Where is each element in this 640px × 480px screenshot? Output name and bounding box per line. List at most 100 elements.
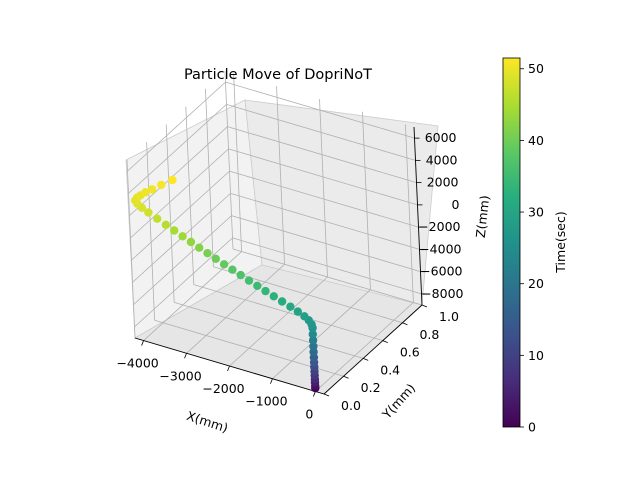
- data-point: [211, 254, 220, 263]
- data-point: [141, 188, 150, 197]
- y-tick-mark: [323, 393, 330, 397]
- colorbar-tick-label: 40: [528, 133, 544, 148]
- data-point: [236, 270, 245, 280]
- grid-line: [185, 106, 195, 285]
- grid-line: [213, 266, 403, 324]
- z-tick-label: −8000: [421, 286, 463, 301]
- data-point: [277, 297, 287, 306]
- z-tick-label: −6000: [420, 264, 462, 279]
- colorbar-tick-label: 30: [528, 205, 544, 220]
- colorbar-tick-label: 10: [528, 348, 544, 363]
- data-point: [147, 185, 157, 194]
- colorbar: 0 10 20 30 40 50 Time(sec): [502, 57, 568, 435]
- grid-line: [129, 126, 228, 216]
- y-tick-label: 1.0: [439, 309, 459, 324]
- colorbar-tick-label: 50: [528, 61, 544, 76]
- grid-line: [224, 70, 234, 250]
- grid-line: [233, 73, 242, 252]
- chart-title: Particle Move of DopriNoT: [184, 67, 372, 83]
- y-tick-label: 0.2: [361, 380, 381, 395]
- grid-line: [272, 289, 371, 380]
- colorbar-ticks: 0 10 20 30 40 50: [520, 61, 544, 435]
- data-point: [308, 336, 318, 345]
- y-axis-line: [323, 304, 423, 395]
- x-tick-label: −3000: [159, 368, 201, 383]
- tick-labels: −4000−3000−2000−100000.00.20.40.60.81.0−…: [116, 130, 463, 421]
- x-axis-label: X(mm): [185, 408, 230, 435]
- data-point: [253, 281, 262, 290]
- grid-line: [232, 248, 423, 306]
- z-tick-label: 4000: [426, 152, 458, 167]
- data-point: [168, 175, 177, 185]
- data-point: [228, 265, 237, 274]
- data-point: [219, 260, 229, 269]
- z-tick-label: 6000: [425, 130, 457, 145]
- grid-line: [165, 124, 175, 303]
- y-tick-label: 0.4: [380, 362, 400, 377]
- grid-line: [174, 302, 364, 359]
- data-point: [157, 180, 166, 190]
- grid-line: [315, 302, 414, 392]
- x-tick-label: −4000: [116, 356, 158, 371]
- x-tick-mark: [141, 340, 144, 346]
- x-tick-mark: [270, 378, 273, 384]
- grid-line: [276, 86, 285, 265]
- colorbar-label: Time(sec): [553, 211, 568, 273]
- y-tick-mark: [363, 358, 369, 361]
- data-point: [286, 302, 295, 311]
- z-tick-label: −2000: [418, 219, 460, 234]
- data-point: [144, 208, 153, 217]
- data-points: [131, 175, 320, 393]
- x-tick-label: −1000: [245, 394, 287, 409]
- colorbar-tick-label: 20: [528, 276, 544, 291]
- grid-line: [128, 104, 227, 194]
- grid-line: [127, 81, 226, 172]
- grid-lines: [126, 70, 423, 395]
- data-point: [161, 220, 171, 229]
- grid-line: [225, 81, 415, 139]
- x-tick-mark: [184, 353, 187, 359]
- data-point: [203, 249, 212, 258]
- z-tick-label: 2000: [427, 175, 459, 190]
- grid-line: [232, 237, 422, 295]
- x-tick-mark: [227, 365, 230, 372]
- grid-line: [133, 215, 232, 305]
- data-point: [153, 214, 162, 223]
- data-point: [244, 276, 254, 285]
- grid-line: [126, 159, 136, 339]
- data-point: [293, 307, 302, 316]
- z-tick-label: −4000: [419, 241, 461, 256]
- grid-line: [226, 103, 416, 161]
- grid-line: [131, 170, 230, 261]
- y-tick-label: 0.8: [419, 327, 439, 342]
- grid-line: [229, 170, 419, 228]
- data-point: [186, 237, 196, 247]
- data-point: [308, 330, 317, 339]
- y-tick-mark: [421, 304, 428, 308]
- grid-line: [227, 126, 417, 184]
- data-point: [195, 243, 204, 252]
- x-tick-label: 0: [305, 406, 313, 421]
- data-point: [300, 312, 309, 321]
- grid-line: [405, 124, 414, 303]
- grid-line: [186, 263, 285, 354]
- x-tick-label: −2000: [202, 381, 244, 396]
- grid-line: [229, 276, 328, 367]
- data-point: [178, 232, 187, 241]
- y-tick-mark: [343, 375, 349, 379]
- grid-line: [230, 192, 420, 250]
- y-tick-mark: [382, 340, 388, 343]
- y-tick-label: 0.6: [400, 345, 420, 360]
- data-point: [309, 342, 318, 351]
- data-point: [261, 286, 270, 296]
- grid-line: [134, 237, 233, 328]
- z-axis-line: [413, 126, 423, 306]
- grid-line: [146, 142, 155, 321]
- grid-line: [193, 284, 383, 341]
- grid-line: [205, 88, 214, 267]
- grid-line: [319, 98, 328, 278]
- grid-line: [130, 148, 229, 239]
- colorbar-tick-label: 0: [528, 420, 536, 435]
- grid-line: [362, 111, 371, 290]
